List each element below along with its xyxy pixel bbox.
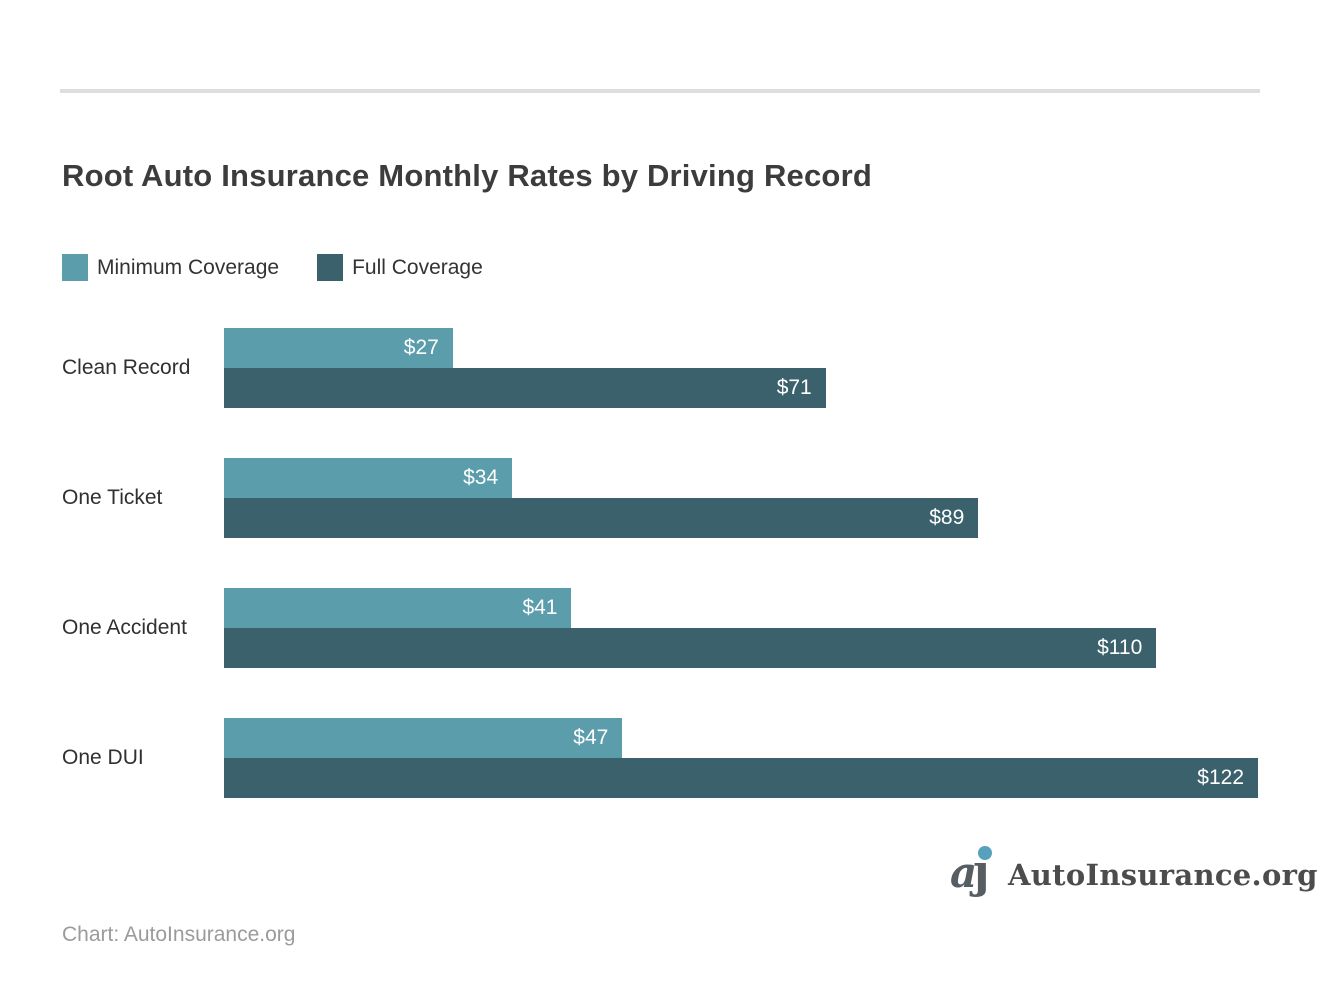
bar-plot: Clean Record $27 $71 One Ticket $34 — [62, 328, 1258, 798]
bar-group-clean-record: Clean Record $27 $71 — [62, 328, 1258, 408]
legend-swatch-full-coverage — [317, 254, 344, 281]
bar-group-one-dui: One DUI $47 $122 — [62, 718, 1258, 798]
bar-full-coverage: $122 — [224, 758, 1258, 798]
legend-swatch-minimum-coverage — [62, 254, 88, 281]
bar-minimum-coverage: $47 — [224, 718, 623, 758]
legend-label: Full Coverage — [352, 255, 483, 279]
top-divider — [60, 89, 1260, 93]
bar-value-label: $89 — [929, 506, 965, 529]
bar-full-coverage: $89 — [224, 498, 979, 538]
bar-minimum-coverage: $41 — [224, 588, 572, 628]
legend: Minimum Coverage Full Coverage — [62, 254, 521, 281]
legend-label: Minimum Coverage — [97, 255, 280, 279]
legend-item-full-coverage: Full Coverage — [317, 254, 483, 281]
bar-value-label: $47 — [573, 726, 609, 749]
bar-minimum-coverage: $34 — [224, 458, 513, 498]
chart-title: Root Auto Insurance Monthly Rates by Dri… — [62, 158, 872, 193]
bar-minimum-coverage: $27 — [224, 328, 453, 368]
legend-item-minimum-coverage: Minimum Coverage — [62, 254, 279, 281]
category-label: One DUI — [62, 746, 144, 769]
logo-dot — [978, 846, 992, 860]
autoinsurance-logo-icon: a ȷ — [950, 846, 1000, 904]
brand-logo-text: AutoInsurance.org — [1008, 858, 1318, 892]
category-label: Clean Record — [62, 356, 191, 379]
bar-full-coverage: $110 — [224, 628, 1157, 668]
category-label: One Ticket — [62, 486, 163, 509]
bar-group-one-accident: One Accident $41 $110 — [62, 588, 1258, 668]
bar-full-coverage: $71 — [224, 368, 826, 408]
bar-value-label: $122 — [1197, 766, 1244, 789]
category-label: One Accident — [62, 616, 187, 639]
bar-value-label: $27 — [403, 336, 439, 359]
bar-value-label: $110 — [1097, 636, 1143, 659]
chart-credit: Chart: AutoInsurance.org — [62, 923, 296, 946]
bar-group-one-ticket: One Ticket $34 $89 — [62, 458, 1258, 538]
bar-value-label: $41 — [522, 596, 558, 619]
brand-logo: a ȷ AutoInsurance.org — [950, 846, 1318, 904]
bar-value-label: $71 — [776, 376, 812, 399]
bar-value-label: $34 — [463, 466, 499, 489]
